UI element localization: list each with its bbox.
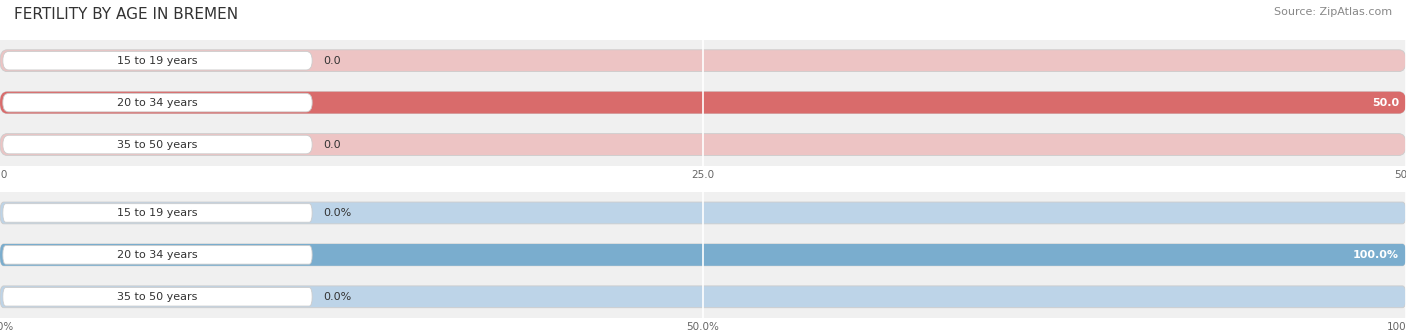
FancyBboxPatch shape bbox=[3, 135, 312, 154]
FancyBboxPatch shape bbox=[3, 51, 312, 70]
FancyBboxPatch shape bbox=[0, 50, 1406, 71]
FancyBboxPatch shape bbox=[0, 134, 1406, 156]
Text: 0.0%: 0.0% bbox=[323, 292, 352, 302]
FancyBboxPatch shape bbox=[3, 288, 312, 306]
Text: 35 to 50 years: 35 to 50 years bbox=[117, 292, 198, 302]
Text: Source: ZipAtlas.com: Source: ZipAtlas.com bbox=[1274, 7, 1392, 17]
FancyBboxPatch shape bbox=[0, 244, 1406, 266]
FancyBboxPatch shape bbox=[3, 246, 312, 264]
FancyBboxPatch shape bbox=[0, 286, 1406, 308]
Text: 50.0: 50.0 bbox=[1372, 98, 1399, 108]
Text: 20 to 34 years: 20 to 34 years bbox=[117, 98, 198, 108]
FancyBboxPatch shape bbox=[0, 202, 1406, 224]
FancyBboxPatch shape bbox=[3, 204, 312, 222]
FancyBboxPatch shape bbox=[3, 93, 312, 112]
Text: 100.0%: 100.0% bbox=[1353, 250, 1399, 260]
Text: 0.0: 0.0 bbox=[323, 56, 342, 66]
Text: 35 to 50 years: 35 to 50 years bbox=[117, 140, 198, 150]
FancyBboxPatch shape bbox=[0, 244, 1406, 266]
Text: 20 to 34 years: 20 to 34 years bbox=[117, 250, 198, 260]
Text: 15 to 19 years: 15 to 19 years bbox=[117, 56, 198, 66]
Text: 15 to 19 years: 15 to 19 years bbox=[117, 208, 198, 218]
FancyBboxPatch shape bbox=[0, 92, 1406, 114]
Text: FERTILITY BY AGE IN BREMEN: FERTILITY BY AGE IN BREMEN bbox=[14, 7, 238, 22]
Text: 0.0: 0.0 bbox=[323, 140, 342, 150]
FancyBboxPatch shape bbox=[0, 92, 1406, 114]
Text: 0.0%: 0.0% bbox=[323, 208, 352, 218]
